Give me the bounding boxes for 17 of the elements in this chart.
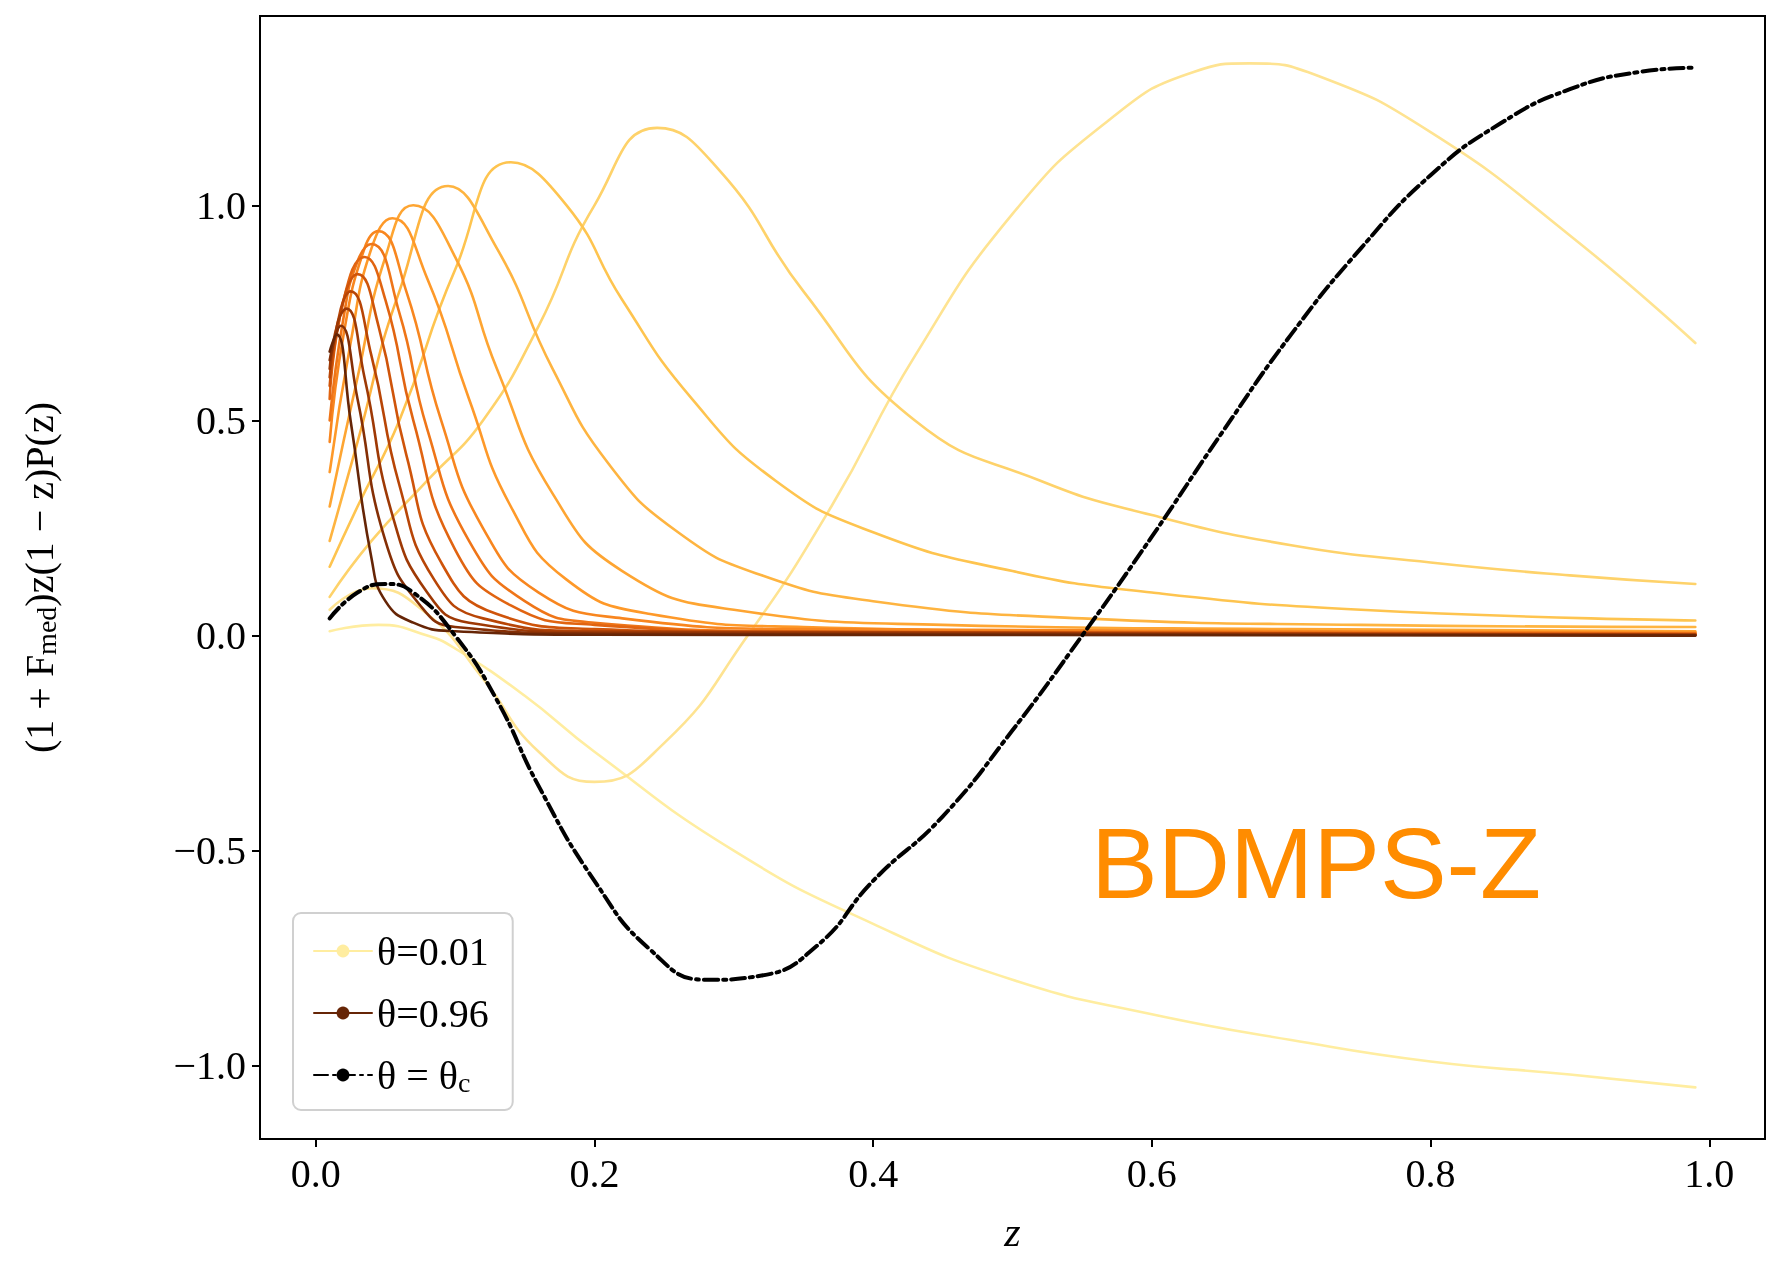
y-tick-label: 0.5 [196,397,246,443]
x-tick-label: 1.0 [1684,1150,1735,1196]
x-axis-title: z [1003,1209,1021,1255]
legend-label: θ=0.96 [377,990,489,1036]
legend-label: θ=0.01 [377,928,489,974]
x-tick-label: 0.6 [1126,1150,1177,1196]
legend-label: θ = θc [377,1052,471,1098]
x-tick-label: 0.8 [1405,1150,1456,1196]
x-tick-label: 0.0 [290,1150,341,1196]
y-tick-label: −0.5 [173,828,246,874]
y-tick-label: 1.0 [196,182,246,228]
x-tick-label: 0.4 [848,1150,899,1196]
x-tick-label: 0.2 [569,1150,620,1196]
y-tick-label: 0.0 [196,613,246,659]
annotation: BDMPS-Z [1091,807,1541,919]
y-tick-label: −1.0 [173,1043,246,1089]
y-axis-title: (1 + Fmed)z(1 − z)P(z) [16,402,62,753]
